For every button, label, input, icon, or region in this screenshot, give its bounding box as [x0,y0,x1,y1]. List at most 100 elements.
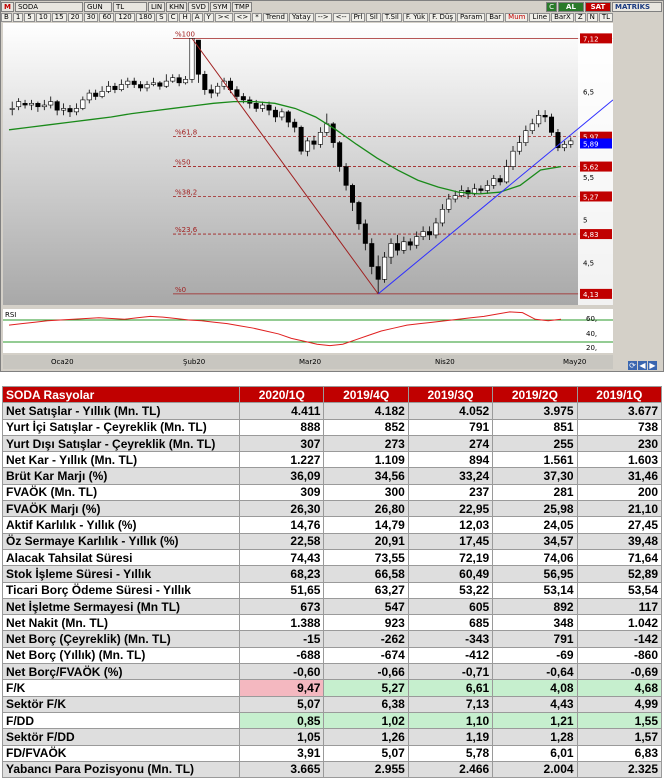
mode-tmp[interactable]: TMP [231,1,253,12]
rsi-panel[interactable]: RSI 60, 40, 20, [3,309,613,353]
price-tag-box [580,288,612,299]
cell-value: 1.388 [239,614,325,632]
toolbar-button-11[interactable]: C [167,12,179,22]
toolbar-button-5[interactable]: 20 [67,12,83,22]
candle [150,77,156,87]
period-select[interactable]: GUN [83,1,112,12]
toolbar-button-0[interactable]: B [1,12,12,22]
cell-value: 274 [407,434,494,453]
sell-button[interactable]: SAT [585,1,611,12]
price-axis-label: 5,97 [583,134,599,142]
cell-value: -343 [407,630,494,648]
scale-select[interactable]: LIN [147,1,166,12]
toolbar-button-8[interactable]: 120 [115,12,135,22]
toolbar-button-7[interactable]: 60 [99,12,115,22]
cell-value: -69 [492,646,578,665]
toolbar-button-22[interactable]: Prl [350,12,366,22]
arrow-right-icon[interactable]: ▶ [648,361,657,370]
price-axis-label: 5,5 [583,174,594,182]
price-tag-box [580,191,612,202]
c-button[interactable]: C [546,1,557,12]
mode-sym[interactable]: SYM [209,1,231,12]
cell-value: 34,56 [323,467,409,485]
cell-value: 1,55 [576,711,663,730]
row-label: F/K [1,679,241,697]
toolbar-button-31[interactable]: BarX [551,12,574,22]
cell-value: 22,95 [407,500,494,518]
toolbar-button-14[interactable]: Y [203,12,214,22]
table-title: SODA Rasyolar [1,385,241,404]
mode-svd[interactable]: SVD [188,1,209,12]
mode-khn[interactable]: KHN [166,1,188,12]
toolbar-button-26[interactable]: F. Düş [429,12,456,22]
cell-value: 685 [407,614,494,632]
column-header: 2019/3Q [407,385,494,404]
toolbar-button-9[interactable]: 180 [135,12,156,22]
toolbar-button-13[interactable]: A [191,12,203,22]
cell-value: 3,91 [239,744,325,762]
cell-value: 237 [407,483,494,502]
cell-value: 3.677 [576,402,663,420]
price-axis-label: 4,83 [583,231,599,239]
toolbar-button-33[interactable]: N [586,12,598,22]
candle [86,89,92,104]
cell-value: 1,02 [323,711,409,730]
cell-value: -262 [323,630,409,648]
toolbar-button-34[interactable]: TL [598,12,614,22]
candle [48,96,54,109]
toolbar-button-3[interactable]: 10 [35,12,51,22]
cell-value: 6,83 [576,744,663,762]
candle [420,226,426,241]
toolbar-button-19[interactable]: Yatay [288,12,314,22]
candle [452,190,458,203]
toolbar-button-20[interactable]: --> [314,12,332,22]
toolbar-button-6[interactable]: 30 [83,12,99,22]
toolbar-button-30[interactable]: Line [529,12,551,22]
toolbar-button-2[interactable]: 5 [24,12,35,22]
toolbar-button-17[interactable]: * [252,12,262,22]
toolbar-button-1[interactable]: 1 [12,12,24,22]
table-row: Aktif Karlılık - Yıllık (%) 14,76 14,79 12,… [1,516,663,534]
toolbar-button-24[interactable]: T.Sil [381,12,402,22]
table-row: Yurt Dışı Satışlar - Çeyreklik (Mn. TL) 3… [1,434,663,453]
cell-value: 26,80 [323,500,409,518]
column-header: 2019/4Q [323,385,409,404]
toolbar-button-21[interactable]: <-- [332,12,350,22]
candle [337,140,343,172]
cell-value: -0,71 [407,663,494,681]
cell-value: 14,76 [239,516,325,534]
symbol-prefix[interactable]: M [1,1,14,12]
buy-button[interactable]: AL [558,1,584,12]
price-chart[interactable]: %100 %61,8 %50 %38,2 %23,6 %0 7,12 6,5 5,975,89… [3,23,613,305]
candle [446,193,452,213]
toolbar-button-12[interactable]: H [179,12,191,22]
cell-value: 1,05 [239,728,325,746]
toolbar-button-32[interactable]: Z [574,12,586,22]
refresh-icon[interactable]: ⟳ [628,361,637,370]
toolbar-button-29[interactable]: Mum [505,12,529,22]
candle [561,140,567,152]
toolbar-button-28[interactable]: Bar [486,12,505,22]
candle [9,101,15,116]
price-axis-label: 4,5 [583,259,594,267]
toolbar-button-15[interactable]: >< [214,12,233,22]
candle [125,77,131,88]
candle [362,219,368,251]
rsi-label: RSI [5,311,16,319]
toolbar-button-23[interactable]: Sil [366,12,381,22]
toolbar-button-18[interactable]: Trend [262,12,288,22]
toolbar-button-27[interactable]: Param [457,12,486,22]
toolbar-button-4[interactable]: 15 [51,12,67,22]
candle [401,236,407,254]
currency-select[interactable]: TL [112,1,147,12]
candle [484,180,490,194]
arrow-left-icon[interactable]: ◀ [638,361,647,370]
toolbar-button-25[interactable]: F. Yük [402,12,429,22]
fib-level-label: %23,6 [175,226,198,234]
cell-value: 39,48 [576,532,663,550]
candle [305,137,311,157]
toolbar-button-16[interactable]: <> [233,12,252,22]
symbol-field[interactable]: SODA [14,1,83,12]
table-row: Sektör F/DD 1,05 1,26 1,19 1,28 1,57 [1,728,663,746]
toolbar-button-10[interactable]: S [156,12,167,22]
